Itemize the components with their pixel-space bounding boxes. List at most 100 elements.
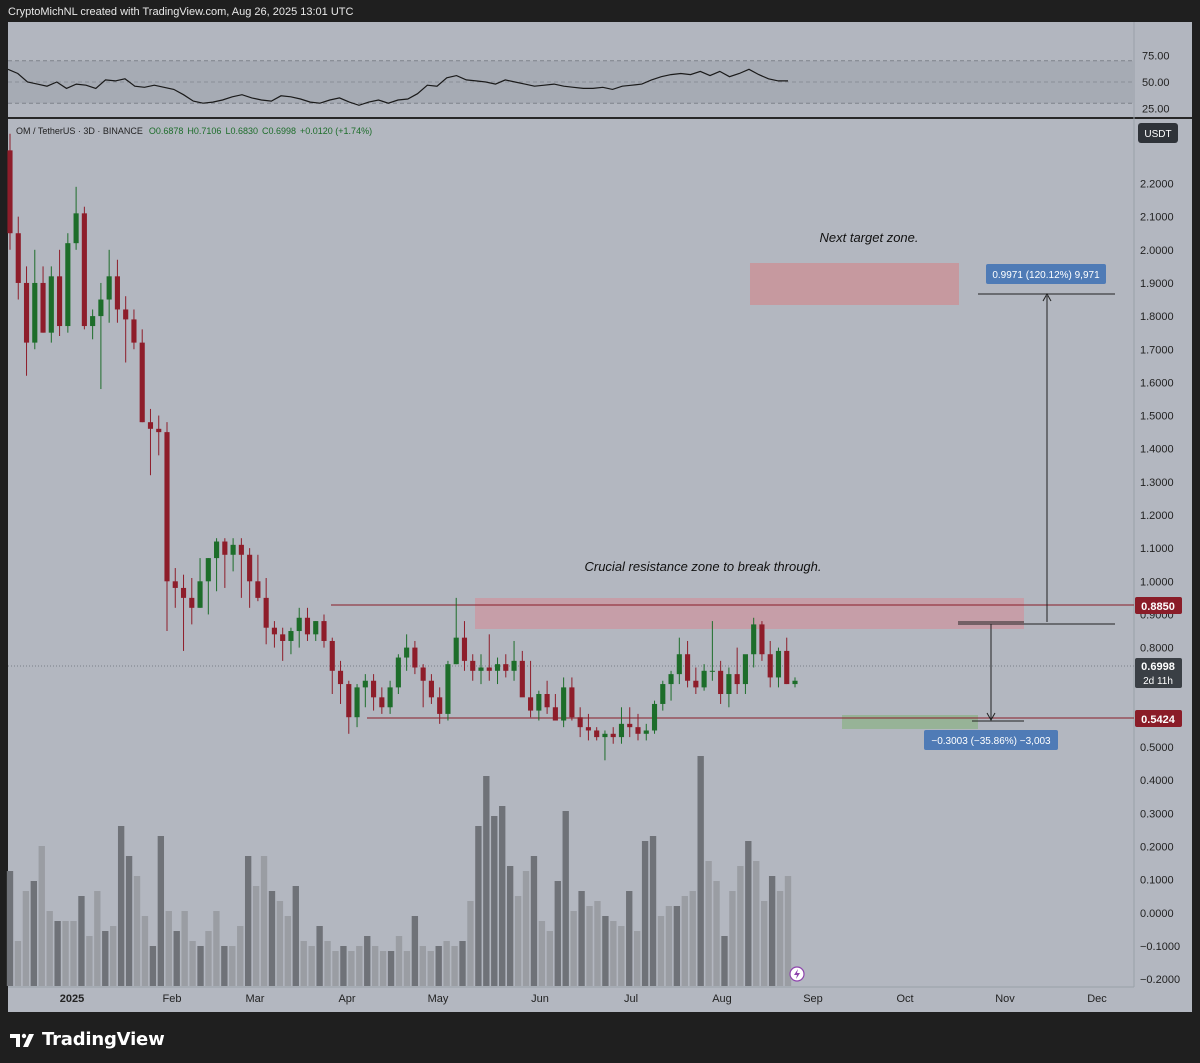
candle-body [701, 670, 707, 688]
support-zone[interactable] [842, 715, 978, 729]
volume-bar [213, 911, 220, 986]
currency-button[interactable] [1138, 123, 1178, 143]
price-tick-label: 1.3000 [1140, 477, 1174, 489]
volume-bar [300, 941, 307, 986]
candle-body [7, 150, 13, 234]
volume-bar [435, 946, 442, 986]
price-tick-label: 0.4000 [1140, 775, 1174, 787]
candle-body [222, 541, 228, 555]
bar-countdown: 2d 11h [1143, 676, 1173, 687]
candle-body [321, 621, 327, 641]
candle-body [759, 624, 765, 655]
volume-bar [348, 951, 355, 986]
support-price-tag [1135, 710, 1182, 727]
price-tick-label: 0.0000 [1140, 908, 1174, 920]
candle-body [569, 687, 575, 718]
volume-bar [189, 941, 196, 986]
volume-bar [570, 911, 577, 986]
candle-body [230, 544, 236, 555]
candle-body [511, 660, 517, 671]
volume-bar [776, 891, 784, 986]
measure-up-label-box[interactable] [986, 264, 1106, 284]
support-price-label: 0.5424 [1141, 714, 1176, 726]
volume-bar [633, 931, 641, 986]
candle-body [660, 684, 666, 704]
candle-body [437, 697, 443, 714]
volume-bar [578, 891, 585, 986]
target-zone[interactable] [750, 263, 959, 305]
price-pane[interactable] [8, 119, 1134, 987]
volume-bar [483, 776, 490, 986]
price-tick-label: 1.9000 [1140, 278, 1174, 290]
price-tick-label: 0.2000 [1140, 842, 1174, 854]
price-tick-label: 1.2000 [1140, 510, 1174, 522]
volume-bar [737, 866, 744, 986]
rsi-tick-label: 75.00 [1142, 51, 1170, 63]
candle-body [296, 617, 302, 632]
measure-down-label-box[interactable] [924, 730, 1058, 750]
lightning-bolt-shape [794, 969, 800, 979]
price-tick-label: −0.1000 [1140, 941, 1180, 953]
volume-bar [538, 921, 546, 986]
volume-bar [753, 861, 760, 986]
volume-bar [78, 896, 85, 986]
candle-body [313, 621, 319, 635]
candle-body [544, 694, 550, 708]
price-tick-label: 1.6000 [1140, 377, 1174, 389]
volume-bar [102, 931, 109, 986]
chart-canvas: 75.00 50.00 25.00 2.2000 2.1000 2.0000 1.9000… [6, 22, 1192, 1012]
volume-bar [70, 921, 77, 986]
price-tick-label: 2.1000 [1140, 212, 1174, 224]
symbol-legend[interactable]: OM / TetherUS · 3D · BINANCE O0.6878 H0.71… [16, 126, 372, 136]
last-price-tag [1135, 658, 1182, 688]
candle-body [494, 664, 501, 671]
candle-body [65, 243, 71, 327]
volume-bar [276, 901, 284, 986]
annotation-target[interactable]: Next target zone. [820, 230, 919, 245]
candle-body [263, 597, 269, 628]
price-tick-label: 0.8000 [1140, 643, 1174, 655]
volume-bar [260, 856, 268, 986]
candle-body [387, 687, 393, 708]
volume-bar [403, 951, 411, 986]
volume-bar [181, 911, 188, 986]
volume-bar [54, 921, 61, 986]
volume-bar [697, 756, 704, 986]
candle-body [180, 587, 187, 598]
candle-body [131, 319, 137, 343]
candle-body [247, 554, 253, 582]
candle-body [238, 544, 244, 555]
volume-bar [324, 941, 331, 986]
time-axis-pane[interactable] [8, 987, 1192, 1012]
candle-body [32, 282, 38, 343]
time-tick-label: 2025 [60, 993, 84, 1005]
candle-body [519, 660, 525, 698]
candle-body [346, 684, 352, 718]
candle-body [478, 667, 484, 671]
candle-body [767, 654, 773, 678]
candle-body [734, 674, 740, 685]
price-tick-label: 1.1000 [1140, 543, 1174, 555]
candle-body [139, 342, 145, 423]
time-tick-label: Dec [1087, 993, 1107, 1005]
symbol-change: +0.0120 (+1.74%) [300, 126, 372, 136]
tradingview-logo[interactable]: TradingView [10, 1029, 165, 1050]
annotation-resistance[interactable]: Crucial resistance zone to break through… [584, 559, 821, 574]
price-axis-pane[interactable] [1134, 119, 1192, 987]
candle-body [676, 654, 682, 675]
candle-body [420, 667, 426, 681]
time-tick-label: Jun [531, 993, 549, 1005]
volume-bar [379, 951, 387, 986]
symbol-low: L0.6830 [225, 126, 258, 136]
volume-bar [387, 951, 395, 986]
resistance-zone[interactable] [475, 598, 1024, 629]
volume-bar [229, 946, 236, 986]
volume-bar [221, 946, 228, 986]
volume-bar [46, 911, 53, 986]
volume-bar [252, 886, 260, 986]
volume-bar [649, 836, 657, 986]
price-tick-label: 0.3000 [1140, 808, 1174, 820]
volume-bar [451, 946, 458, 986]
candle-body [329, 640, 335, 671]
candle-body [428, 680, 434, 698]
